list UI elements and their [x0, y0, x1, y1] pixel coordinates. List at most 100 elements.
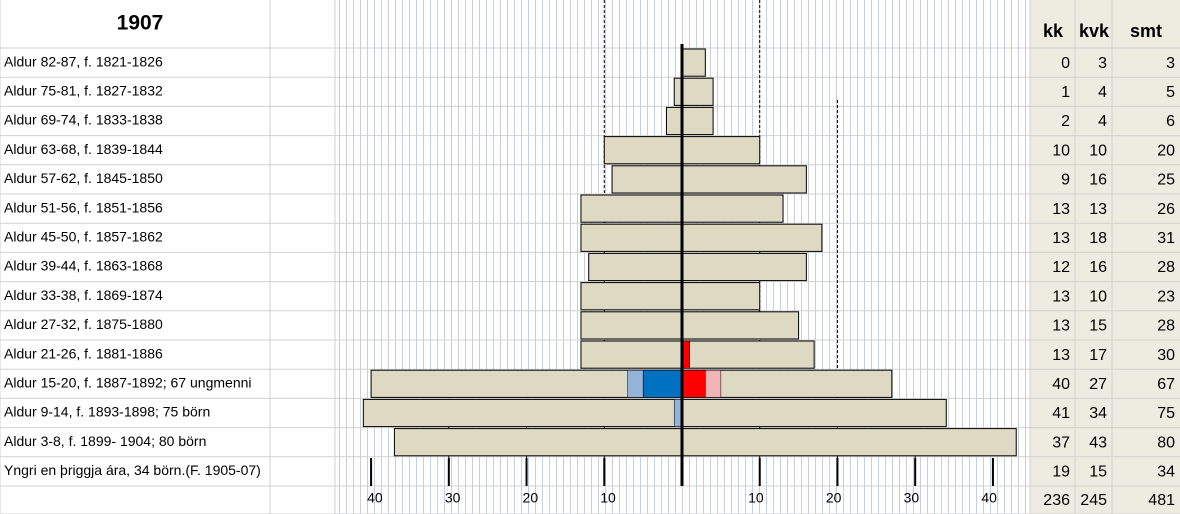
- cell-smt: 23: [1157, 288, 1175, 305]
- column-header: kk: [1043, 21, 1064, 41]
- highlight-kk: [627, 369, 644, 398]
- cell-kk: 0: [1061, 55, 1070, 72]
- row-label: Aldur 51-56, f. 1851-1856: [4, 199, 163, 215]
- row-label: Aldur 57-62, f. 1845-1850: [4, 170, 163, 186]
- row-label: Aldur 21-26, f. 1881-1886: [4, 345, 163, 361]
- cell-kvk: 16: [1089, 259, 1107, 276]
- cell-kk: 12: [1052, 259, 1070, 276]
- cell-kvk: 18: [1089, 230, 1107, 247]
- cell-smt: 28: [1157, 318, 1175, 335]
- bar-kk: [580, 340, 683, 369]
- cell-kvk: 27: [1089, 376, 1107, 393]
- bar-kk: [665, 106, 683, 136]
- total-smt: 481: [1148, 492, 1175, 509]
- cell-kvk: 13: [1089, 201, 1107, 218]
- table-background: [1030, 0, 1180, 514]
- cell-smt: 6: [1166, 113, 1175, 130]
- x-tick-label: 40: [981, 490, 997, 506]
- x-tick-label: 30: [904, 490, 920, 506]
- row-label: Aldur 9-14, f. 1893-1898; 75 börn: [4, 404, 210, 420]
- bar-kvk: [681, 194, 784, 223]
- cell-kk: 13: [1052, 318, 1070, 335]
- cell-smt: 25: [1157, 172, 1175, 189]
- row-label: Aldur 3-8, f. 1899- 1904; 80 börn: [4, 433, 206, 449]
- bar-kvk: [681, 252, 807, 282]
- bar-kvk: [681, 48, 706, 77]
- cell-kvk: 10: [1089, 142, 1107, 159]
- cell-smt: 26: [1157, 201, 1175, 218]
- bar-kk: [580, 194, 683, 223]
- column-header: kvk: [1079, 21, 1110, 41]
- highlight-kvk: [681, 369, 706, 398]
- cell-kvk: 10: [1089, 288, 1107, 305]
- column-header: smt: [1130, 21, 1162, 41]
- x-tick-label: 10: [600, 490, 616, 506]
- cell-kk: 37: [1052, 434, 1070, 451]
- row-label: Aldur 27-32, f. 1875-1880: [4, 316, 163, 332]
- row-label: Aldur 33-38, f. 1869-1874: [4, 287, 163, 303]
- cell-kvk: 34: [1089, 405, 1107, 422]
- cell-kk: 19: [1052, 464, 1070, 481]
- row-label: Aldur 69-74, f. 1833-1838: [4, 112, 163, 128]
- highlight-kvk: [705, 369, 722, 398]
- bar-kvk: [681, 428, 1017, 457]
- bar-kvk: [681, 311, 800, 340]
- cell-kvk: 43: [1089, 434, 1107, 451]
- row-label: Aldur 39-44, f. 1863-1868: [4, 258, 163, 274]
- chart-title: 1907: [117, 12, 164, 35]
- cell-smt: 31: [1157, 230, 1175, 247]
- bar-kvk: [681, 77, 714, 106]
- cell-smt: 3: [1166, 55, 1175, 72]
- cell-smt: 34: [1157, 464, 1175, 481]
- row-label: Aldur 82-87, f. 1821-1826: [4, 53, 163, 69]
- bar-kvk: [681, 340, 815, 369]
- bar-kvk: [681, 398, 947, 428]
- bar-kk: [580, 282, 683, 311]
- x-tick-label: 20: [523, 490, 539, 506]
- bar-kk: [393, 428, 683, 457]
- x-tick-label: 10: [748, 490, 764, 506]
- cell-kk: 10: [1052, 142, 1070, 159]
- cell-kk: 13: [1052, 347, 1070, 364]
- x-tick-label: 40: [367, 490, 383, 506]
- cell-kk: 9: [1061, 172, 1070, 189]
- x-tick-label: 20: [826, 490, 842, 506]
- cell-kvk: 3: [1098, 55, 1107, 72]
- bar-kvk: [681, 106, 714, 136]
- cell-kk: 41: [1052, 405, 1070, 422]
- cell-kvk: 4: [1098, 84, 1107, 101]
- row-label: Aldur 15-20, f. 1887-1892; 67 ungmenni: [4, 375, 252, 391]
- cell-smt: 80: [1157, 434, 1175, 451]
- cell-kk: 40: [1052, 376, 1070, 393]
- cell-kvk: 15: [1089, 464, 1107, 481]
- bar-kk: [603, 136, 683, 165]
- cell-smt: 30: [1157, 347, 1175, 364]
- bar-kvk: [681, 136, 761, 165]
- row-label: Yngri en þriggja ára, 34 börn.(F. 1905-0…: [4, 462, 261, 478]
- total-kk: 236: [1043, 492, 1070, 509]
- cell-kvk: 15: [1089, 318, 1107, 335]
- cell-kk: 13: [1052, 288, 1070, 305]
- bar-kk: [611, 165, 683, 194]
- row-label: Aldur 63-68, f. 1839-1844: [4, 141, 163, 157]
- highlight-kk: [642, 369, 683, 398]
- cell-smt: 5: [1166, 84, 1175, 101]
- bar-kvk: [681, 282, 761, 311]
- row-label: Aldur 45-50, f. 1857-1862: [4, 229, 163, 245]
- cell-kk: 1: [1061, 84, 1070, 101]
- total-kvk: 245: [1080, 492, 1107, 509]
- cell-smt: 75: [1157, 405, 1175, 422]
- cell-kvk: 17: [1089, 347, 1107, 364]
- cell-smt: 20: [1157, 142, 1175, 159]
- bar-kvk: [681, 223, 823, 252]
- cell-kk: 13: [1052, 201, 1070, 218]
- bar-kk: [362, 398, 683, 428]
- cell-smt: 67: [1157, 376, 1175, 393]
- row-label: Aldur 75-81, f. 1827-1832: [4, 83, 163, 99]
- bar-kk: [588, 252, 683, 282]
- bar-kk: [580, 223, 683, 252]
- cell-kvk: 4: [1098, 113, 1107, 130]
- cell-kk: 2: [1061, 113, 1070, 130]
- cell-smt: 28: [1157, 259, 1175, 276]
